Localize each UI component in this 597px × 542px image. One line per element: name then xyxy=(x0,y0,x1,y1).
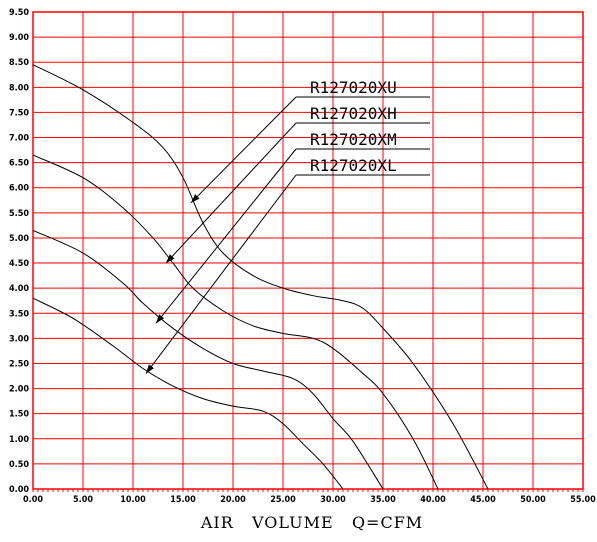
y-tick-label: 4.00 xyxy=(9,284,29,294)
y-tick-label: 1.50 xyxy=(9,410,29,420)
y-tick-label: 3.00 xyxy=(9,334,29,344)
y-tick-label: 4.50 xyxy=(9,259,29,269)
curve-r127020xl xyxy=(32,297,344,490)
y-tick-label: 0.00 xyxy=(9,485,29,495)
x-tick-label: 15.00 xyxy=(170,495,196,505)
y-tick-label: 9.50 xyxy=(9,8,29,18)
x-tick-label: 10.00 xyxy=(120,495,146,505)
arrowhead xyxy=(166,254,175,264)
x-tick-label: 45.00 xyxy=(470,495,496,505)
legend-label-r127020xh: R127020XH xyxy=(310,104,397,123)
legend-label-r127020xu: R127020XU xyxy=(310,78,397,97)
x-tick-label: 30.00 xyxy=(320,495,346,505)
curve-r127020xh xyxy=(32,154,439,490)
arrowhead xyxy=(191,194,200,203)
y-tick-label: 6.00 xyxy=(9,184,29,194)
y-tick-label: 9.00 xyxy=(9,33,29,43)
x-tick-label: 5.00 xyxy=(73,495,93,505)
x-tick-label: 0.00 xyxy=(23,495,43,505)
y-tick-label: 3.50 xyxy=(9,309,29,319)
x-tick-labels: 0.00 5.00 10.00 15.00 20.00 25.00 30.00 35.00 40… xyxy=(23,495,596,505)
x-tick-label: 20.00 xyxy=(220,495,246,505)
leader-line xyxy=(155,148,297,324)
x-tick-label: 25.00 xyxy=(270,495,296,505)
arrowhead xyxy=(146,364,154,374)
performance-curves xyxy=(32,64,489,490)
x-tick-label: 50.00 xyxy=(520,495,546,505)
legend-label-r127020xm: R127020XM xyxy=(310,130,397,149)
curve-r127020xm xyxy=(32,229,384,490)
leader-line xyxy=(190,96,297,204)
plot-frame xyxy=(32,11,584,490)
y-tick-labels: 0.00 0.50 1.00 1.50 2.00 2.50 3.00 3.50 4.00 4.50… xyxy=(9,8,29,495)
x-tick-label: 35.00 xyxy=(370,495,396,505)
y-tick-label: 7.50 xyxy=(9,108,29,118)
y-tick-label: 7.00 xyxy=(9,134,29,144)
y-tick-label: 8.00 xyxy=(9,83,29,93)
leader-line xyxy=(165,122,297,264)
y-tick-label: 0.50 xyxy=(9,460,29,470)
arrowhead xyxy=(156,314,165,324)
x-tick-label: 40.00 xyxy=(420,495,446,505)
y-tick-label: 5.00 xyxy=(9,234,29,244)
y-tick-label: 5.50 xyxy=(9,209,29,219)
x-axis-title: AIR VOLUME Q=CFM xyxy=(200,513,423,532)
legend-leaders: R127020XU R127020XH R127020XM R127020XL xyxy=(145,78,430,374)
curve-r127020xu xyxy=(32,64,489,490)
grid-lines xyxy=(32,11,584,492)
legend-label-r127020xl: R127020XL xyxy=(310,156,397,175)
y-tick-label: 1.00 xyxy=(9,435,29,445)
y-tick-label: 2.50 xyxy=(9,359,29,369)
y-tick-label: 8.50 xyxy=(9,58,29,68)
y-tick-label: 6.50 xyxy=(9,159,29,169)
leader-line xyxy=(145,174,297,374)
x-tick-label: 55.00 xyxy=(570,495,596,505)
y-tick-label: 2.00 xyxy=(9,385,29,395)
